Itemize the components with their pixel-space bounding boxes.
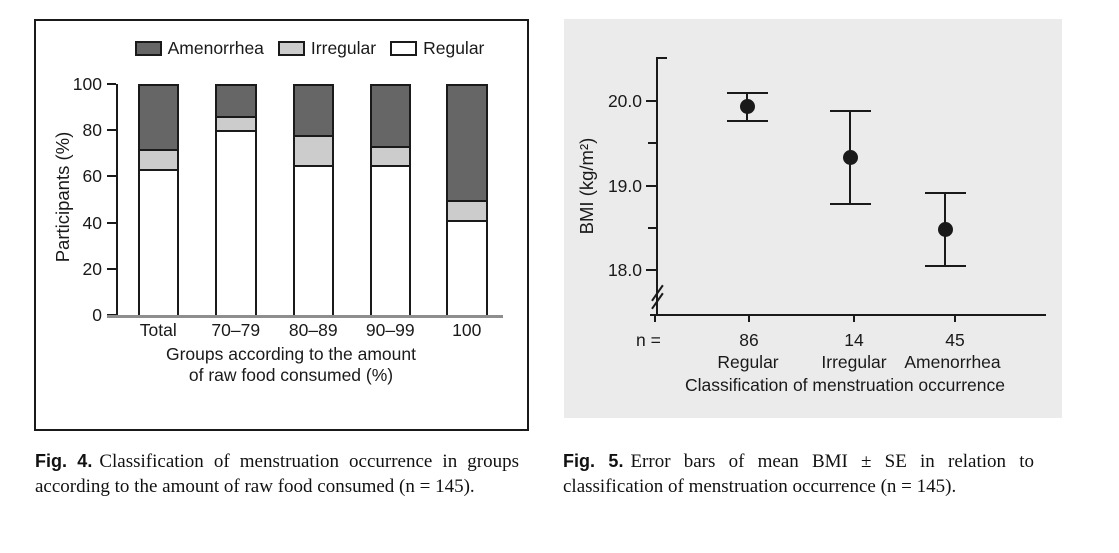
fig4-caption-text: Classification of menstruation occurrenc… bbox=[35, 451, 519, 498]
fig4-y-tick-20 bbox=[107, 267, 116, 270]
fig5-n-value-regular: 86 bbox=[739, 330, 759, 350]
fig4-bar-80-89-segment-amenorrhea bbox=[294, 86, 332, 135]
fig5-errorbar-cap-bottom-regular bbox=[726, 120, 768, 123]
fig5-y-tick-19-0 bbox=[646, 184, 656, 187]
fig4-y-tick-label-40: 40 bbox=[82, 212, 102, 233]
fig5-y-tick-18-0 bbox=[646, 269, 656, 271]
fig5-y-axis-top-cap bbox=[656, 56, 667, 59]
fig5-errorbar-cap-top-regular bbox=[726, 91, 768, 94]
fig5-y-tick-label-18-0: 18.0 bbox=[607, 260, 642, 280]
fig5-category-label-regular: Regular bbox=[717, 352, 779, 372]
fig5-x-tick-0 bbox=[654, 315, 656, 322]
fig4-bar-80-89-segment-regular bbox=[294, 164, 332, 315]
fig5-y-axis-title: BMI (kg/m²) bbox=[576, 137, 597, 235]
fig4-bar-90-99-segment-amenorrhea bbox=[371, 86, 409, 147]
fig4-bar-total-segment-amenorrhea bbox=[139, 86, 177, 149]
fig4-y-axis-title: Participants (%) bbox=[52, 131, 73, 263]
fig4-y-tick-80 bbox=[107, 129, 116, 132]
fig4-y-tick-label-100: 100 bbox=[72, 74, 102, 94]
fig4-y-tick-label-20: 20 bbox=[82, 258, 102, 279]
fig4-bar-total-segment-regular bbox=[139, 169, 177, 315]
fig5-x-axis-line bbox=[650, 313, 1046, 316]
fig4-bar-80-89 bbox=[292, 84, 334, 315]
fig4-bar-total-segment-irregular bbox=[139, 148, 177, 170]
fig4-y-tick-40 bbox=[107, 221, 116, 224]
fig4-bar-70-79-segment-irregular bbox=[217, 116, 255, 131]
fig4-bar-70-79-segment-amenorrhea bbox=[217, 86, 255, 117]
fig5-y-minor-tick-18-5 bbox=[648, 226, 656, 229]
fig4-bar-100-segment-amenorrhea bbox=[448, 86, 486, 200]
fig4-legend-swatch-amenorrhea bbox=[134, 41, 162, 56]
fig4-category-label-70-79: 70–79 bbox=[211, 320, 261, 340]
fig5-caption: Fig. 5. Error bars of mean BMI ± SE in re… bbox=[563, 449, 1034, 500]
fig4-x-axis-line bbox=[107, 315, 503, 318]
fig4-y-tick-60 bbox=[107, 175, 116, 178]
fig5-caption-text: Error bars of mean BMI ± SE in relation … bbox=[563, 451, 1034, 498]
fig4-bar-90-99-segment-irregular bbox=[371, 146, 409, 165]
fig4-y-tick-label-0: 0 bbox=[92, 305, 102, 325]
fig5-category-label-irregular: Irregular bbox=[821, 352, 887, 372]
fig4-bar-total bbox=[137, 84, 179, 315]
fig4-caption: Fig. 4. Classification of menstruation oc… bbox=[35, 449, 519, 500]
fig4-legend-item-irregular: Irregular bbox=[277, 38, 377, 59]
fig4-legend: Amenorrhea Irregular Regular bbox=[116, 38, 503, 59]
fig4-y-tick-label-80: 80 bbox=[82, 120, 102, 141]
fig5-errorbar-chart: 20.0 19.0 18.0 BMI (kg/m²) n = 86 14 45 Regular I… bbox=[564, 19, 1062, 418]
fig5-errorbar-cap-bottom-irregular bbox=[829, 203, 871, 206]
fig5-y-tick-label-19-0: 19.0 bbox=[607, 175, 642, 196]
fig4-caption-label: Fig. 4. bbox=[35, 451, 93, 471]
fig4-x-axis-title-line2: of raw food consumed (%) bbox=[188, 365, 394, 385]
fig4-y-axis-line bbox=[116, 84, 118, 317]
fig5-x-tick-2 bbox=[853, 315, 855, 322]
fig4-x-axis-title-line1: Groups according to the amount bbox=[165, 344, 416, 364]
fig5-y-minor-tick-19-5 bbox=[648, 142, 656, 145]
fig4-bar-90-99 bbox=[369, 84, 411, 315]
fig5-mean-dot-regular bbox=[739, 99, 755, 115]
fig4-category-label-80-89: 80–89 bbox=[288, 320, 338, 340]
fig5-x-tick-1 bbox=[748, 315, 750, 322]
fig5-category-label-amenorrhea: Amenorrhea bbox=[904, 352, 1001, 372]
fig5-n-value-amenorrhea: 45 bbox=[945, 330, 965, 350]
fig4-category-label-total: Total bbox=[139, 320, 177, 340]
fig5-caption-label: Fig. 5. bbox=[563, 451, 624, 471]
fig4-category-label-100: 100 bbox=[452, 320, 482, 340]
fig4-bar-100-segment-irregular bbox=[448, 199, 486, 221]
fig5-x-tick-3 bbox=[954, 315, 956, 322]
fig4-bar-70-79-segment-regular bbox=[217, 130, 255, 315]
fig4-legend-item-amenorrhea: Amenorrhea bbox=[134, 38, 264, 59]
fig4-legend-label-amenorrhea: Amenorrhea bbox=[167, 38, 264, 58]
fig4-bar-90-99-segment-regular bbox=[371, 164, 409, 315]
fig4-category-label-90-99: 90–99 bbox=[365, 320, 415, 340]
fig4-bar-100-segment-regular bbox=[448, 220, 486, 315]
fig4-y-tick-label-60: 60 bbox=[82, 166, 102, 187]
fig5-n-value-irregular: 14 bbox=[844, 330, 864, 350]
fig4-legend-label-regular: Regular bbox=[423, 38, 485, 58]
fig5-errorbar-cap-top-amenorrhea bbox=[924, 192, 966, 195]
fig4-bar-100 bbox=[446, 84, 488, 315]
fig5-mean-dot-irregular bbox=[842, 150, 858, 166]
fig5-y-axis-line bbox=[656, 56, 658, 314]
fig4-bar-70-79 bbox=[215, 84, 257, 315]
fig4-legend-swatch-regular bbox=[390, 41, 418, 56]
fig5-y-tick-20-0 bbox=[646, 100, 656, 102]
fig4-legend-swatch-irregular bbox=[277, 41, 305, 56]
fig4-y-tick-100 bbox=[107, 83, 116, 85]
fig4-stacked-bar-chart: Amenorrhea Irregular Regular 0 20 40 60 80 100 Pa… bbox=[34, 19, 529, 431]
fig5-mean-dot-amenorrhea bbox=[937, 221, 953, 237]
fig5-errorbar-cap-bottom-amenorrhea bbox=[924, 264, 966, 267]
fig5-errorbar-cap-top-irregular bbox=[829, 110, 871, 113]
fig4-legend-label-irregular: Irregular bbox=[310, 38, 377, 58]
fig5-n-label: n = bbox=[636, 330, 661, 350]
fig5-y-tick-label-20-0: 20.0 bbox=[607, 91, 642, 111]
fig4-bar-80-89-segment-irregular bbox=[294, 134, 332, 165]
fig4-legend-item-regular: Regular bbox=[390, 38, 484, 59]
fig5-x-axis-title: Classification of menstruation occurrenc… bbox=[684, 375, 1005, 395]
